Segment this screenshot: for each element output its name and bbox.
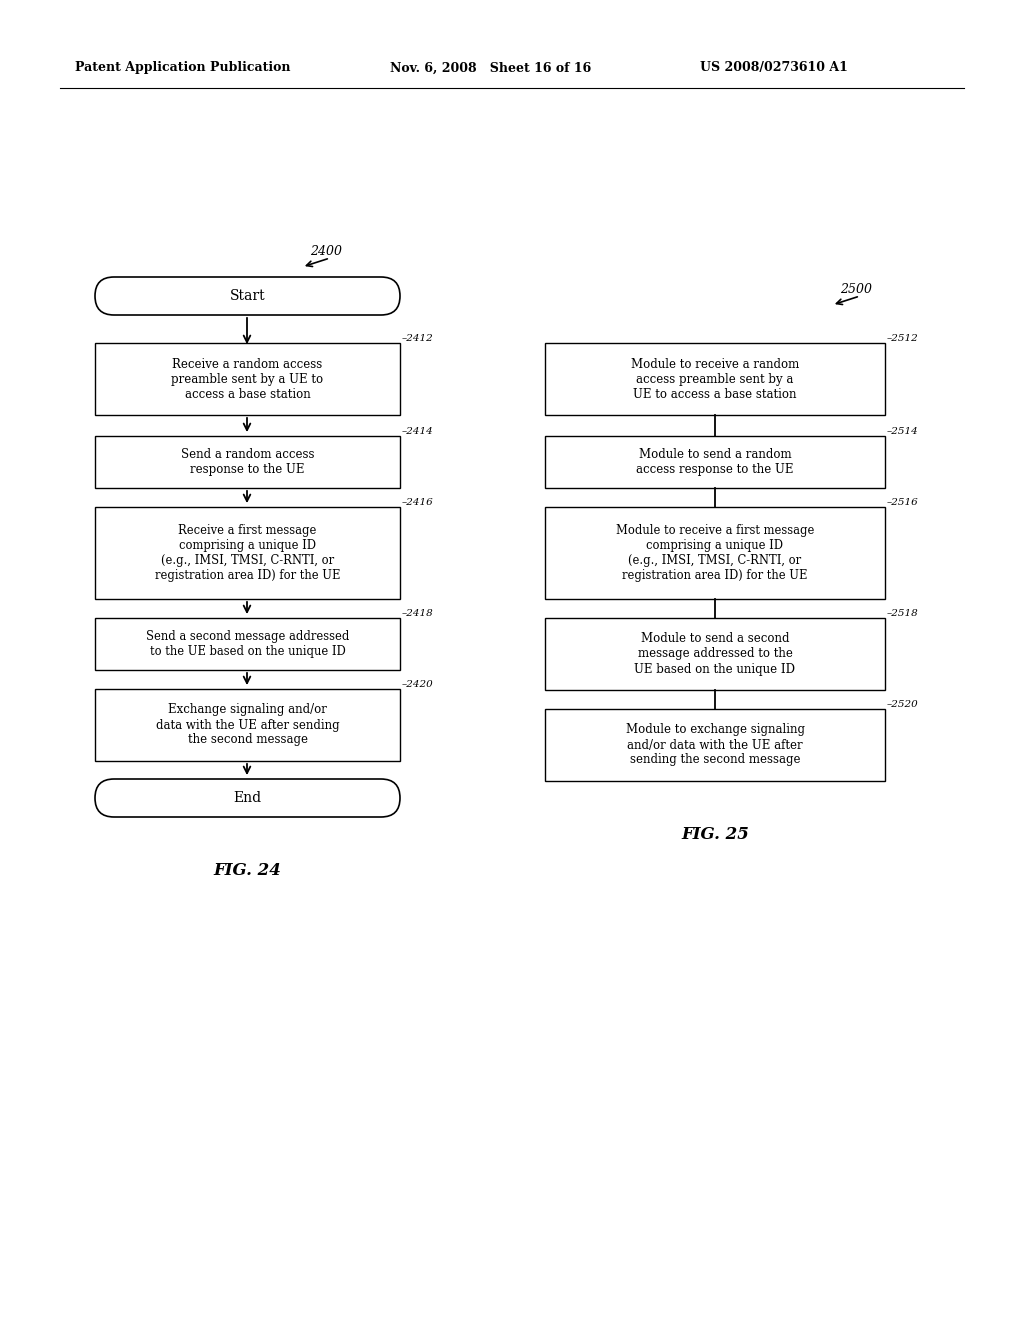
Text: Module to send a second
message addressed to the
UE based on the unique ID: Module to send a second message addresse… — [635, 632, 796, 676]
FancyBboxPatch shape — [95, 343, 400, 414]
Text: Receive a first message
comprising a unique ID
(e.g., IMSI, TMSI, C-RNTI, or
reg: Receive a first message comprising a uni… — [155, 524, 340, 582]
Text: Receive a random access
preamble sent by a UE to
access a base station: Receive a random access preamble sent by… — [171, 358, 324, 400]
Text: –2418: –2418 — [402, 609, 434, 618]
Text: –2414: –2414 — [402, 426, 434, 436]
Text: Start: Start — [229, 289, 265, 304]
Text: US 2008/0273610 A1: US 2008/0273610 A1 — [700, 62, 848, 74]
Text: Nov. 6, 2008   Sheet 16 of 16: Nov. 6, 2008 Sheet 16 of 16 — [390, 62, 591, 74]
Text: –2512: –2512 — [887, 334, 919, 343]
Text: Module to receive a random
access preamble sent by a
UE to access a base station: Module to receive a random access preamb… — [631, 358, 799, 400]
Text: Send a random access
response to the UE: Send a random access response to the UE — [181, 447, 314, 477]
Text: –2514: –2514 — [887, 426, 919, 436]
Text: –2416: –2416 — [402, 498, 434, 507]
FancyBboxPatch shape — [95, 779, 400, 817]
FancyBboxPatch shape — [95, 436, 400, 488]
Text: –2516: –2516 — [887, 498, 919, 507]
FancyBboxPatch shape — [545, 507, 885, 599]
Text: FIG. 25: FIG. 25 — [681, 826, 749, 843]
FancyBboxPatch shape — [95, 618, 400, 671]
FancyBboxPatch shape — [545, 709, 885, 781]
Text: Send a second message addressed
to the UE based on the unique ID: Send a second message addressed to the U… — [145, 630, 349, 657]
Text: Patent Application Publication: Patent Application Publication — [75, 62, 291, 74]
FancyBboxPatch shape — [545, 618, 885, 690]
FancyBboxPatch shape — [95, 689, 400, 762]
Text: 2500: 2500 — [840, 282, 872, 296]
Text: –2518: –2518 — [887, 609, 919, 618]
Text: –2420: –2420 — [402, 680, 434, 689]
Text: End: End — [233, 791, 261, 805]
Text: Exchange signaling and/or
data with the UE after sending
the second message: Exchange signaling and/or data with the … — [156, 704, 339, 747]
Text: 2400: 2400 — [310, 246, 342, 257]
Text: FIG. 24: FIG. 24 — [213, 862, 281, 879]
Text: –2412: –2412 — [402, 334, 434, 343]
Text: –2520: –2520 — [887, 700, 919, 709]
Text: Module to exchange signaling
and/or data with the UE after
sending the second me: Module to exchange signaling and/or data… — [626, 723, 805, 767]
FancyBboxPatch shape — [545, 343, 885, 414]
FancyBboxPatch shape — [545, 436, 885, 488]
FancyBboxPatch shape — [95, 277, 400, 315]
Text: Module to send a random
access response to the UE: Module to send a random access response … — [636, 447, 794, 477]
Text: Module to receive a first message
comprising a unique ID
(e.g., IMSI, TMSI, C-RN: Module to receive a first message compri… — [615, 524, 814, 582]
FancyBboxPatch shape — [95, 507, 400, 599]
